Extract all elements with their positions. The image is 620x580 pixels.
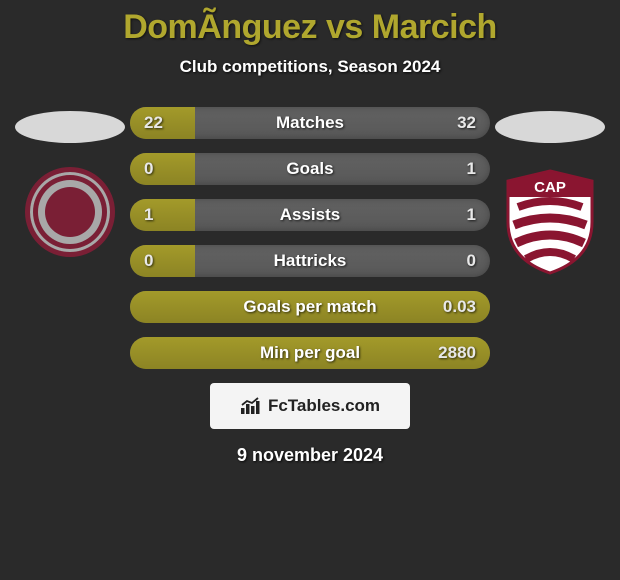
stat-label: Matches: [130, 107, 490, 139]
stat-label: Hattricks: [130, 245, 490, 277]
left-team-side: [10, 107, 130, 257]
page-title: DomÃ­nguez vs Marcich: [0, 0, 620, 47]
comparison-area: 2232Matches 01Goals 11Assists 00Hattricks 0.…: [0, 107, 620, 369]
stat-label: Goals per match: [130, 291, 490, 323]
stat-bar: 11Assists: [130, 199, 490, 231]
stat-bar: 2232Matches: [130, 107, 490, 139]
site-badge[interactable]: FcTables.com: [210, 383, 410, 429]
right-team-crest: CAP: [500, 167, 600, 277]
stat-label: Min per goal: [130, 337, 490, 369]
right-team-side: CAP: [490, 107, 610, 277]
footer-date-text: 9 november 2024: [237, 445, 383, 465]
stat-bar: 00Hattricks: [130, 245, 490, 277]
stat-label: Goals: [130, 153, 490, 185]
right-avatar-oval: [495, 111, 605, 143]
stat-bar: 01Goals: [130, 153, 490, 185]
site-badge-text: FcTables.com: [268, 396, 380, 416]
stat-bar: 2880Min per goal: [130, 337, 490, 369]
left-crest-inner: [45, 187, 95, 237]
title-text: DomÃ­nguez vs Marcich: [123, 8, 497, 46]
left-team-crest: [25, 167, 115, 257]
svg-text:CAP: CAP: [534, 179, 566, 196]
stat-bar: 0.03Goals per match: [130, 291, 490, 323]
footer-date: 9 november 2024: [0, 445, 620, 466]
page-subtitle: Club competitions, Season 2024: [0, 57, 620, 77]
left-avatar-oval: [15, 111, 125, 143]
subtitle-text: Club competitions, Season 2024: [180, 57, 441, 76]
stat-label: Assists: [130, 199, 490, 231]
shield-icon: CAP: [500, 167, 600, 277]
chart-icon: [240, 397, 262, 415]
stat-bars: 2232Matches 01Goals 11Assists 00Hattricks 0.…: [130, 107, 490, 369]
